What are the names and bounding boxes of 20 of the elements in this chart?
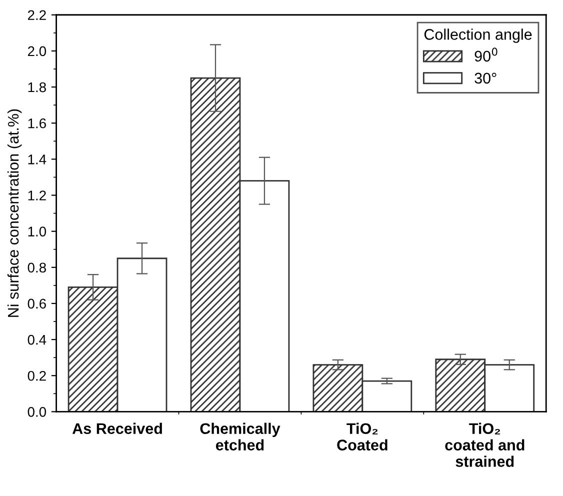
legend-label: 90$^{0}$: [474, 48, 498, 62]
y-axis-title: Ni surface concentration (at.%): [7, 109, 22, 317]
x-tick-label: TiO₂ coated and strained: [445, 422, 524, 467]
y-tick-label: 1.8: [28, 82, 46, 92]
y-tick-label: 2.2: [28, 10, 46, 20]
y-tick-label: 2.0: [28, 46, 46, 56]
y-tick-label: 0.6: [28, 298, 46, 309]
x-tick-label: TiO₂ Coated: [337, 422, 388, 450]
y-tick-label: 1.0: [28, 226, 46, 236]
x-tick-label: As Received: [72, 422, 162, 434]
legend-title: Collection angle: [424, 28, 532, 43]
y-tick-label: 1.4: [28, 154, 46, 164]
y-tick-label: 1.6: [28, 118, 46, 128]
y-tick-label: 0.2: [28, 370, 46, 381]
y-tick-label: 0.0: [28, 407, 46, 417]
y-tick-label: 0.4: [28, 334, 46, 345]
legend-label: 30°: [474, 72, 496, 84]
y-tick-label: 0.8: [28, 262, 46, 273]
x-tick-label: Chemically etched: [200, 422, 280, 450]
y-tick-label: 1.2: [28, 190, 46, 200]
